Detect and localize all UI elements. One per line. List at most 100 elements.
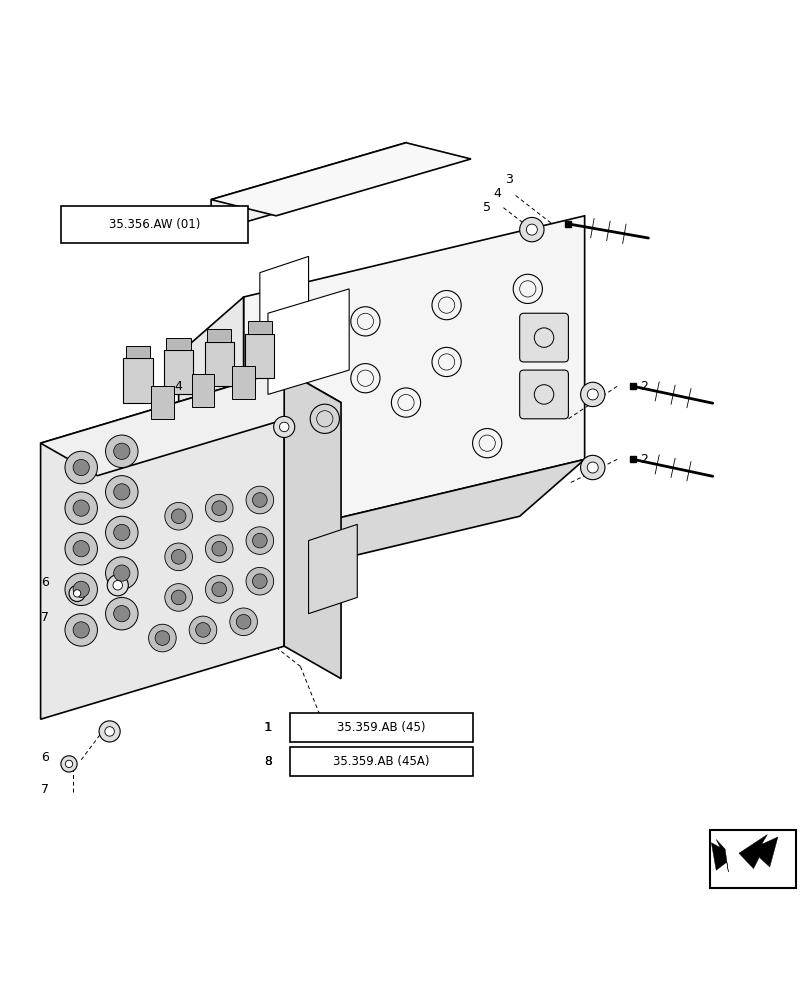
Bar xyxy=(247,321,272,334)
Text: 3: 3 xyxy=(504,173,513,186)
Circle shape xyxy=(74,590,80,597)
Circle shape xyxy=(105,557,138,589)
Circle shape xyxy=(252,574,267,589)
Text: 4: 4 xyxy=(174,380,182,393)
Circle shape xyxy=(252,493,267,507)
Text: 7: 7 xyxy=(41,783,49,796)
Text: 4: 4 xyxy=(493,187,501,200)
Circle shape xyxy=(114,524,130,541)
Circle shape xyxy=(165,502,192,530)
Text: 8: 8 xyxy=(264,755,272,768)
Circle shape xyxy=(105,435,138,468)
Polygon shape xyxy=(178,297,243,597)
Circle shape xyxy=(107,575,128,596)
Circle shape xyxy=(580,455,604,480)
Bar xyxy=(710,830,795,888)
Circle shape xyxy=(195,623,210,637)
Circle shape xyxy=(165,543,192,571)
Circle shape xyxy=(246,527,273,554)
Circle shape xyxy=(148,624,176,652)
Circle shape xyxy=(73,459,89,476)
Circle shape xyxy=(246,567,273,595)
Circle shape xyxy=(155,631,169,645)
Text: 2: 2 xyxy=(639,380,647,393)
Circle shape xyxy=(171,550,186,564)
Polygon shape xyxy=(284,370,341,679)
Polygon shape xyxy=(41,370,341,476)
Circle shape xyxy=(73,500,89,516)
Circle shape xyxy=(65,451,97,484)
Circle shape xyxy=(519,217,543,242)
Circle shape xyxy=(114,565,130,581)
Polygon shape xyxy=(268,289,349,394)
Text: 35.356.AW (01): 35.356.AW (01) xyxy=(109,218,200,231)
Circle shape xyxy=(105,476,138,508)
Polygon shape xyxy=(243,216,584,541)
Circle shape xyxy=(171,590,186,605)
Circle shape xyxy=(61,756,77,772)
Circle shape xyxy=(580,382,604,407)
Circle shape xyxy=(65,614,97,646)
FancyBboxPatch shape xyxy=(519,313,568,362)
Circle shape xyxy=(73,581,89,597)
Bar xyxy=(245,334,274,378)
Circle shape xyxy=(65,492,97,524)
Circle shape xyxy=(73,541,89,557)
Circle shape xyxy=(105,516,138,549)
Circle shape xyxy=(73,622,89,638)
Bar xyxy=(123,358,152,403)
Circle shape xyxy=(526,224,537,235)
Text: 1: 1 xyxy=(264,721,272,734)
Circle shape xyxy=(105,597,138,630)
Polygon shape xyxy=(178,459,584,597)
Circle shape xyxy=(212,501,226,515)
Circle shape xyxy=(246,486,273,514)
Circle shape xyxy=(165,584,192,611)
Circle shape xyxy=(65,760,73,768)
Circle shape xyxy=(113,581,122,590)
Bar xyxy=(232,366,255,398)
Circle shape xyxy=(586,462,598,473)
Circle shape xyxy=(65,573,97,606)
Bar xyxy=(126,346,150,358)
Circle shape xyxy=(273,416,294,437)
Circle shape xyxy=(212,541,226,556)
Circle shape xyxy=(252,533,267,548)
Circle shape xyxy=(99,721,120,742)
Circle shape xyxy=(279,422,289,432)
Circle shape xyxy=(114,484,130,500)
Bar xyxy=(151,386,174,419)
FancyBboxPatch shape xyxy=(290,747,473,776)
Polygon shape xyxy=(211,143,406,232)
Text: 2: 2 xyxy=(639,453,647,466)
Circle shape xyxy=(105,727,114,736)
Bar xyxy=(166,338,191,350)
Circle shape xyxy=(114,606,130,622)
Circle shape xyxy=(69,585,85,601)
FancyBboxPatch shape xyxy=(290,713,473,742)
Circle shape xyxy=(230,608,257,636)
Polygon shape xyxy=(738,835,777,869)
Circle shape xyxy=(114,443,130,459)
Circle shape xyxy=(205,494,233,522)
Text: 7: 7 xyxy=(41,611,49,624)
Polygon shape xyxy=(211,143,470,216)
Circle shape xyxy=(236,614,251,629)
Text: 5: 5 xyxy=(483,201,491,214)
Circle shape xyxy=(205,535,233,563)
Bar xyxy=(204,342,234,386)
Text: 1: 1 xyxy=(264,721,272,734)
Text: 35.359.AB (45): 35.359.AB (45) xyxy=(337,721,425,734)
Bar xyxy=(191,374,214,407)
Polygon shape xyxy=(41,370,284,719)
Polygon shape xyxy=(260,256,308,338)
Text: 35.359.AB (45A): 35.359.AB (45A) xyxy=(333,755,429,768)
FancyBboxPatch shape xyxy=(61,206,247,243)
Bar xyxy=(164,350,193,394)
Bar xyxy=(207,329,231,342)
FancyBboxPatch shape xyxy=(519,370,568,419)
Circle shape xyxy=(205,576,233,603)
Polygon shape xyxy=(710,839,727,872)
Text: 8: 8 xyxy=(264,755,272,768)
Polygon shape xyxy=(308,524,357,614)
